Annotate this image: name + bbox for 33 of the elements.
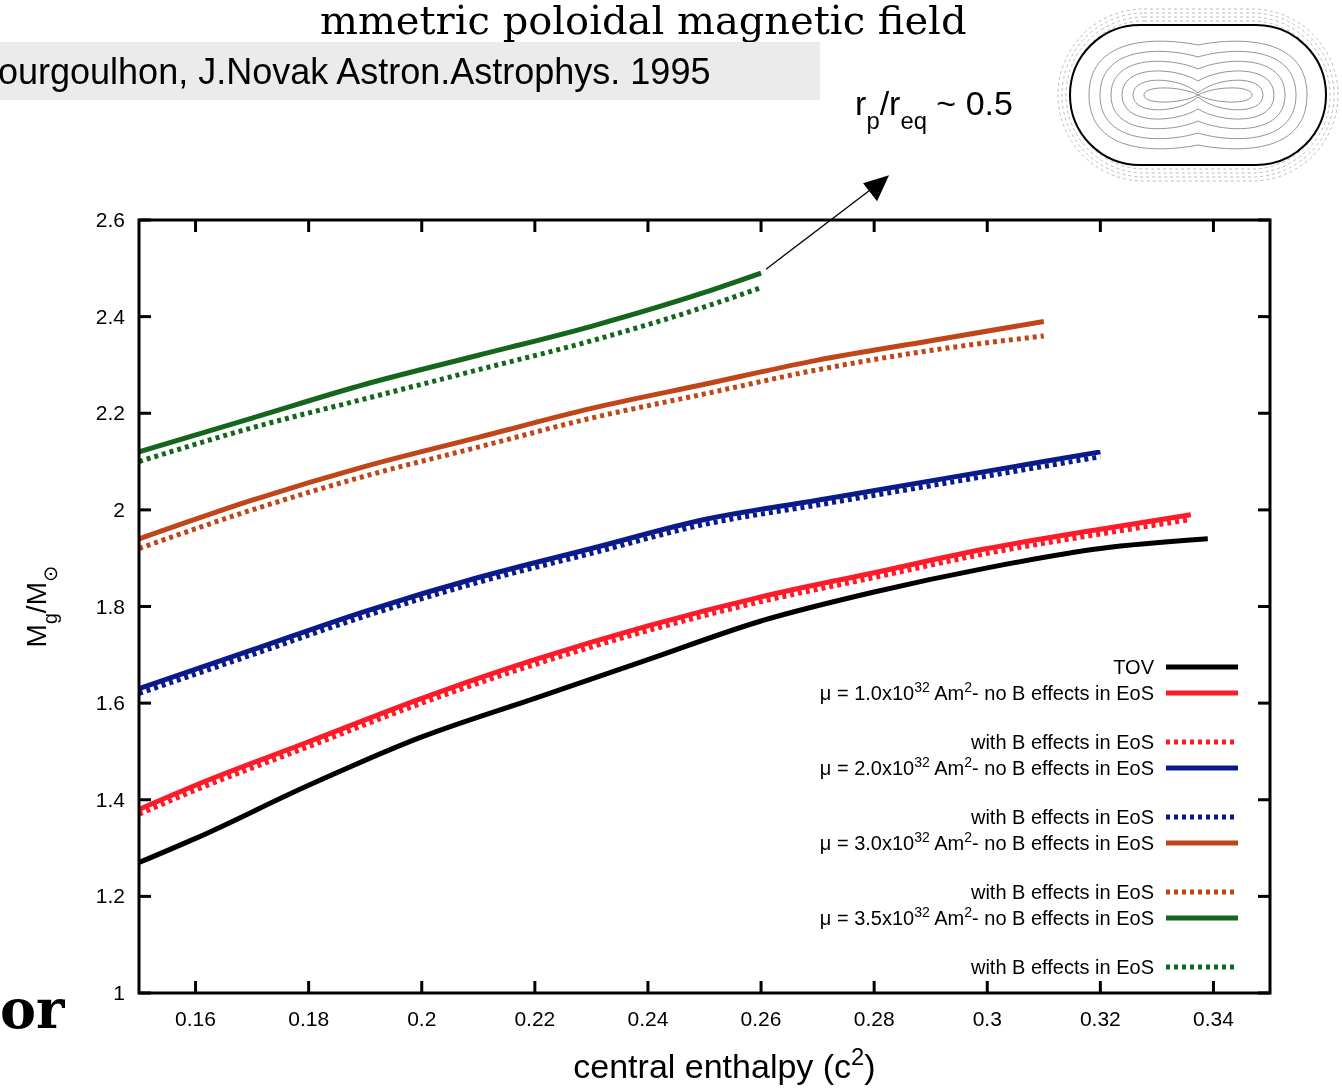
legend-label: with B effects in EoS bbox=[969, 956, 1154, 978]
x-tick-label: 0.18 bbox=[288, 1007, 330, 1030]
x-tick-label: 0.16 bbox=[175, 1007, 216, 1030]
x-tick-label: 0.26 bbox=[740, 1007, 782, 1030]
y-tick-label: 2.2 bbox=[95, 401, 125, 425]
x-tick-label: 0.28 bbox=[853, 1007, 895, 1030]
y-tick-label: 1.8 bbox=[95, 594, 125, 618]
y-tick-label: 1.6 bbox=[95, 691, 125, 715]
y-tick-label: 2 bbox=[113, 497, 125, 521]
y-tick-label: 2.4 bbox=[95, 304, 126, 328]
legend-label: with B effects in EoS bbox=[969, 731, 1154, 753]
legend-label: μ = 2.0x10$^{32}$ Am$^{2}$- no B effects in EoS bbox=[819, 754, 1154, 779]
legend-label: TOV bbox=[1113, 656, 1155, 678]
text: r$_{p}$/r$_{eq}$ ~ 0.5 bbox=[855, 84, 1013, 134]
y-tick-label: 2.6 bbox=[95, 208, 125, 231]
x-tick-label: 0.3 bbox=[972, 1007, 1002, 1030]
y-tick-label: 1.2 bbox=[95, 884, 125, 908]
legend-label: μ = 1.0x10$^{32}$ Am$^{2}$- no B effects in EoS bbox=[819, 679, 1154, 704]
text: ourgoulhon, J.Novak Astron.Astrophys. 1995 bbox=[0, 51, 711, 92]
x-tick-label: 0.34 bbox=[1193, 1007, 1235, 1030]
chart-title: mmetric poloidal magnetic field bbox=[320, 0, 967, 43]
x-axis-title: central enthalpy (c$^{2}$) bbox=[573, 1042, 876, 1085]
y-tick-label: 1 bbox=[113, 981, 125, 1004]
y-tick-label: 1.4 bbox=[95, 787, 126, 811]
text: or bbox=[0, 977, 66, 1041]
legend-label: with B effects in EoS bbox=[969, 881, 1154, 903]
x-tick-label: 0.22 bbox=[514, 1007, 556, 1030]
x-tick-label: 0.2 bbox=[407, 1007, 437, 1030]
legend-label: with B effects in EoS bbox=[969, 806, 1154, 828]
x-tick-label: 0.24 bbox=[627, 1007, 669, 1030]
legend-label: μ = 3.5x10$^{32}$ Am$^{2}$- no B effects in EoS bbox=[819, 904, 1154, 929]
x-tick-label: 0.32 bbox=[1079, 1007, 1121, 1030]
legend-label: μ = 3.0x10$^{32}$ Am$^{2}$- no B effects in EoS bbox=[819, 829, 1154, 854]
